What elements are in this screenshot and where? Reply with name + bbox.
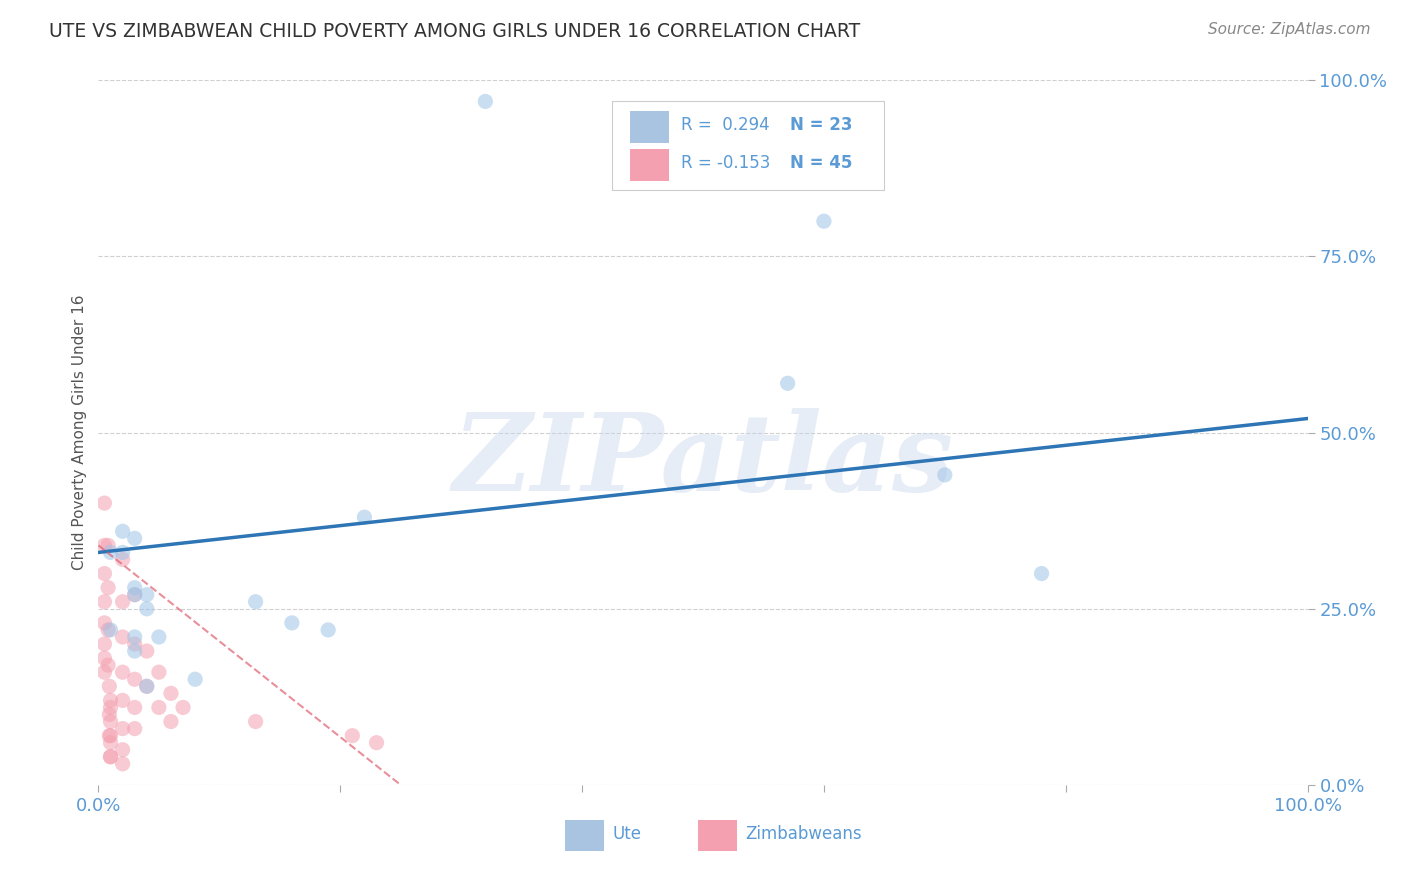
Point	[111, 595, 134, 609]
Point	[124, 644, 146, 658]
Point	[934, 467, 956, 482]
Point	[124, 581, 146, 595]
Point	[148, 630, 170, 644]
Point	[111, 545, 134, 559]
Point	[124, 588, 146, 602]
Point	[124, 722, 146, 736]
Point	[93, 665, 115, 680]
Point	[111, 524, 134, 539]
Point	[100, 545, 122, 559]
Point	[100, 736, 122, 750]
Point	[100, 749, 122, 764]
Point	[353, 510, 375, 524]
Point	[148, 700, 170, 714]
Point	[100, 693, 122, 707]
Point	[100, 700, 122, 714]
Point	[124, 630, 146, 644]
FancyBboxPatch shape	[699, 821, 737, 851]
Text: Source: ZipAtlas.com: Source: ZipAtlas.com	[1208, 22, 1371, 37]
Point	[97, 658, 120, 673]
Point	[135, 644, 157, 658]
Point	[245, 595, 267, 609]
Point	[98, 679, 121, 693]
Point	[93, 615, 115, 630]
Point	[93, 496, 115, 510]
Point	[124, 588, 146, 602]
Point	[124, 637, 146, 651]
Point	[776, 376, 799, 391]
Text: Zimbabweans: Zimbabweans	[745, 825, 862, 843]
Point	[111, 756, 134, 771]
Point	[366, 736, 388, 750]
Text: Ute: Ute	[613, 825, 641, 843]
FancyBboxPatch shape	[565, 821, 603, 851]
Point	[316, 623, 339, 637]
Point	[98, 707, 121, 722]
Point	[135, 679, 157, 693]
Point	[111, 630, 134, 644]
Point	[1031, 566, 1053, 581]
Point	[97, 623, 120, 637]
Text: UTE VS ZIMBABWEAN CHILD POVERTY AMONG GIRLS UNDER 16 CORRELATION CHART: UTE VS ZIMBABWEAN CHILD POVERTY AMONG GI…	[49, 22, 860, 41]
Point	[111, 552, 134, 566]
Point	[160, 714, 183, 729]
Point	[93, 595, 115, 609]
Text: N = 23: N = 23	[790, 116, 852, 134]
Point	[100, 714, 122, 729]
Point	[93, 637, 115, 651]
Point	[281, 615, 304, 630]
Point	[342, 729, 364, 743]
Point	[100, 623, 122, 637]
Y-axis label: Child Poverty Among Girls Under 16: Child Poverty Among Girls Under 16	[72, 295, 87, 570]
Point	[184, 673, 207, 687]
Point	[148, 665, 170, 680]
Point	[245, 714, 267, 729]
Point	[111, 722, 134, 736]
Point	[111, 742, 134, 756]
Point	[160, 686, 183, 700]
Point	[111, 693, 134, 707]
Point	[97, 581, 120, 595]
Point	[124, 532, 146, 546]
FancyBboxPatch shape	[630, 150, 669, 181]
Point	[813, 214, 835, 228]
Text: ZIPatlas: ZIPatlas	[453, 408, 953, 514]
Point	[93, 651, 115, 665]
Point	[93, 566, 115, 581]
Point	[135, 679, 157, 693]
FancyBboxPatch shape	[630, 112, 669, 143]
FancyBboxPatch shape	[613, 102, 884, 189]
Text: R =  0.294: R = 0.294	[682, 116, 770, 134]
Point	[124, 673, 146, 687]
Point	[172, 700, 194, 714]
Point	[135, 588, 157, 602]
Point	[111, 665, 134, 680]
Point	[100, 749, 122, 764]
Point	[124, 700, 146, 714]
Point	[474, 95, 496, 109]
Point	[97, 538, 120, 552]
Text: N = 45: N = 45	[790, 153, 852, 172]
Point	[135, 601, 157, 615]
Point	[98, 729, 121, 743]
Text: R = -0.153: R = -0.153	[682, 153, 770, 172]
Point	[100, 729, 122, 743]
Point	[93, 538, 115, 552]
